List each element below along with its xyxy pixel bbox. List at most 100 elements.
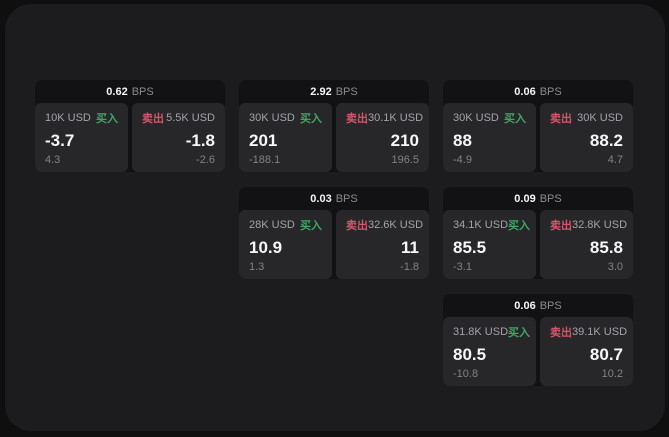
buy-tile[interactable]: 30K USD 买入 201 -188.1 [239, 103, 332, 172]
buy-notional: 28K USD [249, 219, 295, 231]
quote-card: 0.62 BPS 10K USD 买入 -3.7 4.3 卖出 5.5K USD [35, 80, 225, 172]
buy-notional: 34.1K USD [453, 219, 509, 231]
sell-label: 卖出 [142, 113, 164, 125]
sell-label: 卖出 [550, 327, 572, 339]
card-header: 0.09 BPS [443, 187, 633, 210]
buy-delta: 4.3 [45, 154, 61, 166]
bps-value: 0.03 [310, 192, 332, 205]
buy-tile[interactable]: 10K USD 买入 -3.7 4.3 [35, 103, 128, 172]
card-header: 0.06 BPS [443, 294, 633, 317]
buy-price: 10.9 [249, 238, 283, 257]
card-body: 34.1K USD 买入 85.5 -3.1 卖出 32.8K USD 85.8… [443, 210, 633, 279]
sell-notional: 39.1K USD [572, 326, 628, 338]
buy-label: 买入 [508, 327, 531, 339]
sell-tile[interactable]: 卖出 32.6K USD 11 -1.8 [336, 210, 429, 279]
sell-label: 卖出 [550, 113, 572, 125]
buy-tile[interactable]: 31.8K USD 买入 80.5 -10.8 [443, 317, 536, 386]
bps-unit-label: BPS [335, 85, 358, 98]
card-body: 30K USD 买入 88 -4.9 卖出 30K USD 88.2 4.7 [443, 103, 633, 172]
buy-tile-top-row: 34.1K USD 买入 [453, 217, 530, 233]
bps-unit-label: BPS [539, 85, 562, 98]
buy-label: 买入 [96, 113, 118, 125]
sell-label: 卖出 [346, 220, 368, 232]
card-header: 0.62 BPS [35, 80, 225, 103]
sell-price: 88.2 [589, 131, 623, 150]
sell-delta: -2.6 [196, 154, 215, 166]
sell-label: 卖出 [550, 220, 572, 232]
card-header: 2.92 BPS [239, 80, 429, 103]
sell-tile-top-row: 卖出 30K USD [550, 110, 623, 126]
buy-price: -3.7 [45, 131, 75, 150]
bps-unit-label: BPS [539, 299, 562, 312]
sell-tile[interactable]: 卖出 5.5K USD -1.8 -2.6 [132, 103, 225, 172]
card-body: 31.8K USD 买入 80.5 -10.8 卖出 39.1K USD 80.… [443, 317, 633, 386]
sell-delta: 3.0 [607, 261, 623, 273]
sell-delta: 4.7 [607, 154, 623, 166]
buy-price: 201 [249, 131, 278, 150]
buy-tile[interactable]: 34.1K USD 买入 85.5 -3.1 [443, 210, 536, 279]
sell-tile[interactable]: 卖出 30K USD 88.2 4.7 [540, 103, 633, 172]
buy-notional: 30K USD [249, 112, 295, 124]
sell-price: 80.7 [589, 345, 623, 364]
buy-label: 买入 [300, 113, 322, 125]
buy-price: 80.5 [453, 345, 487, 364]
buy-tile-top-row: 31.8K USD 买入 [453, 324, 530, 340]
sell-tile[interactable]: 卖出 32.8K USD 85.8 3.0 [540, 210, 633, 279]
bps-unit-label: BPS [131, 85, 154, 98]
sell-delta: 10.2 [601, 368, 623, 380]
bps-value: 0.06 [514, 299, 536, 312]
buy-delta: 1.3 [249, 261, 265, 273]
sell-tile-top-row: 卖出 32.6K USD [346, 217, 423, 233]
quote-card: 0.06 BPS 31.8K USD 买入 80.5 -10.8 卖出 39.1… [443, 294, 633, 386]
sell-notional: 30.1K USD [368, 112, 424, 124]
sell-notional: 30K USD [577, 112, 623, 124]
quote-cards-grid: 0.62 BPS 10K USD 买入 -3.7 4.3 卖出 5.5K USD [35, 80, 633, 386]
sell-tile[interactable]: 卖出 30.1K USD 210 196.5 [336, 103, 429, 172]
sell-price: 85.8 [589, 238, 623, 257]
sell-notional: 32.6K USD [368, 219, 424, 231]
sell-delta: 196.5 [391, 154, 419, 166]
bps-value: 0.62 [106, 85, 128, 98]
card-header: 0.06 BPS [443, 80, 633, 103]
bps-unit-label: BPS [335, 192, 358, 205]
card-body: 28K USD 买入 10.9 1.3 卖出 32.6K USD 11 -1.8 [239, 210, 429, 279]
sell-tile-top-row: 卖出 39.1K USD [550, 324, 627, 340]
bps-value: 0.09 [514, 192, 536, 205]
sell-price: 210 [390, 131, 419, 150]
sell-tile-top-row: 卖出 30.1K USD [346, 110, 423, 126]
buy-delta: -10.8 [453, 368, 479, 380]
card-header: 0.03 BPS [239, 187, 429, 210]
buy-tile[interactable]: 30K USD 买入 88 -4.9 [443, 103, 536, 172]
sell-tile[interactable]: 卖出 39.1K USD 80.7 10.2 [540, 317, 633, 386]
sell-price: -1.8 [185, 131, 215, 150]
buy-delta: -4.9 [453, 154, 472, 166]
buy-label: 买入 [300, 220, 322, 232]
buy-label: 买入 [508, 220, 531, 232]
quote-card: 2.92 BPS 30K USD 买入 201 -188.1 卖出 30.1K … [239, 80, 429, 172]
buy-tile-top-row: 30K USD 买入 [453, 110, 526, 126]
buy-notional: 31.8K USD [453, 326, 509, 338]
sell-label: 卖出 [346, 113, 368, 125]
card-body: 30K USD 买入 201 -188.1 卖出 30.1K USD 210 1… [239, 103, 429, 172]
buy-notional: 30K USD [453, 112, 499, 124]
bps-unit-label: BPS [539, 192, 562, 205]
card-body: 10K USD 买入 -3.7 4.3 卖出 5.5K USD -1.8 -2.… [35, 103, 225, 172]
buy-tile[interactable]: 28K USD 买入 10.9 1.3 [239, 210, 332, 279]
buy-label: 买入 [504, 113, 526, 125]
sell-notional: 32.8K USD [572, 219, 628, 231]
quote-card: 0.03 BPS 28K USD 买入 10.9 1.3 卖出 32.6K US… [239, 187, 429, 279]
quote-card: 0.09 BPS 34.1K USD 买入 85.5 -3.1 卖出 32.8K… [443, 187, 633, 279]
buy-tile-top-row: 30K USD 买入 [249, 110, 322, 126]
bps-value: 2.92 [310, 85, 332, 98]
quote-card: 0.06 BPS 30K USD 买入 88 -4.9 卖出 30K USD [443, 80, 633, 172]
sell-price: 11 [401, 238, 419, 257]
buy-delta: -3.1 [453, 261, 472, 273]
buy-tile-top-row: 10K USD 买入 [45, 110, 118, 126]
buy-price: 88 [453, 131, 472, 150]
buy-tile-top-row: 28K USD 买入 [249, 217, 322, 233]
buy-price: 85.5 [453, 238, 487, 257]
bps-value: 0.06 [514, 85, 536, 98]
buy-notional: 10K USD [45, 112, 91, 124]
buy-delta: -188.1 [249, 154, 281, 166]
